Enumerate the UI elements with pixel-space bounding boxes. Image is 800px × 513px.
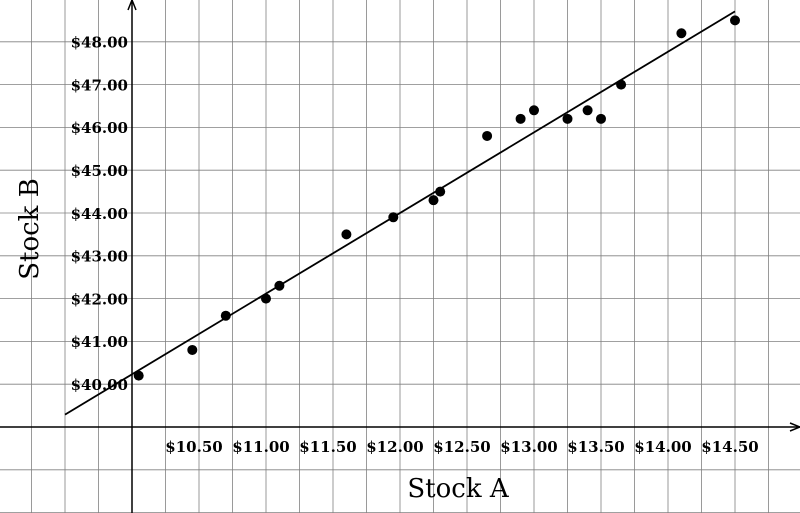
data-point bbox=[220, 310, 231, 321]
data-point bbox=[133, 370, 144, 381]
data-point bbox=[187, 344, 198, 355]
x-tick-labels: $10.50 $11.00 $11.50 $12.00 $12.50 $13.00 $13.… bbox=[165, 438, 758, 456]
y-axis-arrow bbox=[127, 0, 137, 11]
x-tick-label: $13.50 bbox=[567, 438, 624, 456]
data-point bbox=[596, 113, 606, 124]
x-tick-label: $14.00 bbox=[634, 438, 691, 456]
data-point bbox=[529, 105, 539, 116]
data-points bbox=[133, 15, 740, 381]
data-point bbox=[435, 186, 446, 197]
y-tick-label: $41.00 bbox=[71, 333, 128, 351]
data-point bbox=[341, 229, 352, 240]
trendline-group bbox=[64, 10, 736, 416]
data-point bbox=[676, 28, 687, 39]
y-tick-label: $45.00 bbox=[71, 162, 128, 180]
data-point bbox=[428, 195, 439, 206]
x-tick-label: $11.00 bbox=[232, 438, 289, 456]
data-point bbox=[274, 280, 285, 291]
data-point bbox=[515, 113, 526, 124]
data-point bbox=[730, 15, 740, 26]
y-tick-label: $47.00 bbox=[71, 76, 128, 94]
x-tick-label: $11.50 bbox=[299, 438, 356, 456]
x-tick-label: $12.00 bbox=[366, 438, 423, 456]
y-tick-label: $43.00 bbox=[71, 248, 128, 266]
data-point bbox=[616, 79, 627, 90]
x-tick-label: $14.50 bbox=[701, 438, 758, 456]
y-tick-labels: $40.00 $41.00 $42.00 $43.00 $44.00 $45.00 $46.… bbox=[71, 34, 128, 394]
data-point bbox=[562, 113, 573, 124]
y-tick-label: $42.00 bbox=[71, 290, 128, 308]
data-point bbox=[582, 105, 593, 116]
y-tick-label: $46.00 bbox=[71, 119, 128, 137]
x-axis-title: Stock A bbox=[407, 474, 509, 504]
y-tick-label: $48.00 bbox=[71, 34, 128, 52]
data-point bbox=[261, 293, 271, 304]
x-tick-label: $10.50 bbox=[165, 438, 222, 456]
x-tick-label: $12.50 bbox=[433, 438, 490, 456]
data-point bbox=[388, 212, 399, 223]
y-tick-label: $44.00 bbox=[71, 205, 128, 223]
y-axis-title: Stock B bbox=[15, 178, 45, 280]
trendline bbox=[64, 10, 736, 416]
x-tick-label: $13.00 bbox=[500, 438, 557, 456]
data-point bbox=[482, 130, 493, 141]
x-axis-arrow bbox=[789, 422, 800, 432]
y-tick-label: $40.00 bbox=[71, 376, 128, 394]
